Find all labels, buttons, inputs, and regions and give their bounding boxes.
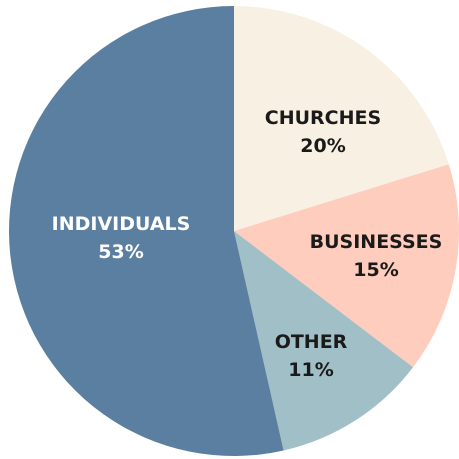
slice-percent-businesses: 15% — [353, 259, 398, 281]
slice-label-other: OTHER — [275, 331, 348, 353]
slice-label-churches: CHURCHES — [265, 107, 381, 129]
slice-label-individuals: INDIVIDUALS — [52, 213, 191, 235]
pie-labels: CHURCHES 20% BUSINESSES 15% OTHER 11% INDIVIDU… — [52, 107, 443, 381]
pie-slice-individuals — [8, 6, 284, 456]
slice-percent-individuals: 53% — [98, 241, 143, 263]
pie-slice-businesses — [234, 164, 459, 368]
slice-percent-churches: 20% — [300, 135, 345, 157]
pie-slice-other — [234, 231, 414, 451]
slice-label-businesses: BUSINESSES — [310, 231, 443, 253]
pie-slices — [8, 6, 459, 456]
pie-slice-churches — [234, 6, 449, 231]
slice-percent-other: 11% — [288, 359, 333, 381]
